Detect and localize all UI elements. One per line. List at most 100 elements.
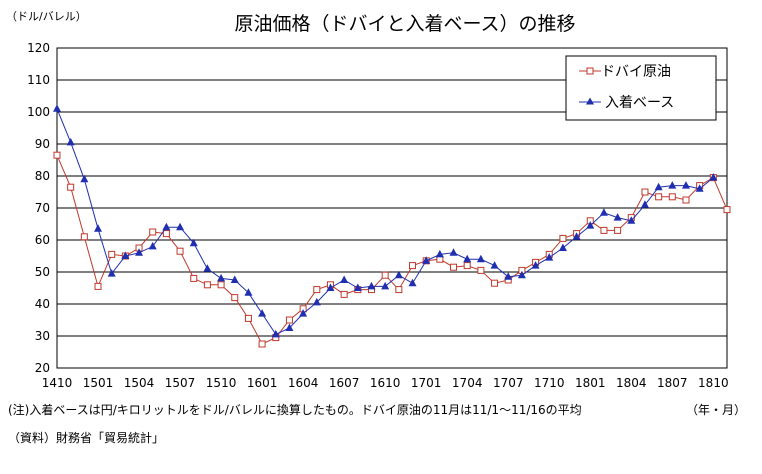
series-line-0 (56, 155, 728, 345)
data-point (121, 251, 130, 259)
chart-title: 原油価格（ドバイと入着ベース）の推移 (234, 13, 575, 35)
x-tick-label: 1610 (370, 376, 401, 390)
data-point (66, 137, 75, 146)
data-point (394, 270, 403, 279)
data-point (80, 233, 88, 241)
data-point (545, 253, 554, 261)
data-point (162, 230, 170, 238)
y-tick-label: 80 (35, 169, 50, 183)
x-tick-label: 1704 (452, 376, 483, 390)
data-point (162, 222, 171, 231)
y-tick-label: 100 (27, 105, 50, 119)
data-point (203, 281, 211, 289)
data-point (326, 283, 335, 291)
data-point (203, 264, 212, 272)
x-tick-label: 1707 (493, 376, 524, 390)
data-point (271, 329, 280, 338)
data-point (285, 323, 294, 331)
y-tick-label: 70 (35, 201, 50, 215)
x-tick-label: 1804 (616, 376, 647, 390)
x-tick-label: 1701 (411, 376, 442, 390)
data-point (148, 241, 157, 250)
x-tick-label: 1801 (575, 376, 606, 390)
x-tick-label: 1410 (42, 376, 73, 390)
data-point (107, 269, 116, 277)
data-point (476, 254, 485, 263)
data-point (695, 184, 704, 192)
data-point (640, 200, 649, 208)
x-axis-unit: （年・月） (686, 403, 747, 417)
data-point (149, 228, 157, 236)
y-tick-label: 110 (27, 73, 50, 87)
data-point (94, 224, 103, 232)
x-tick-label: 1604 (288, 376, 319, 390)
data-point (517, 270, 526, 279)
data-point (340, 290, 348, 298)
data-point (53, 151, 61, 159)
data-point (353, 283, 362, 291)
series-line-1 (56, 108, 714, 336)
legend-box (565, 55, 717, 121)
y-tick-label: 30 (35, 329, 50, 343)
x-tick-label: 1607 (329, 376, 360, 390)
data-point (681, 181, 690, 189)
data-point (176, 222, 185, 231)
x-tick-label: 1807 (657, 376, 688, 390)
data-point (614, 226, 622, 234)
data-point (409, 262, 417, 270)
y-axis-unit: （ドル/バレル） (6, 10, 87, 23)
data-point (613, 213, 622, 221)
data-point (231, 294, 239, 302)
data-point (258, 309, 267, 317)
data-point (682, 196, 690, 204)
data-point (381, 281, 390, 290)
data-point (655, 193, 663, 201)
data-point (463, 262, 471, 270)
data-point (217, 273, 226, 282)
data-point (80, 174, 89, 183)
data-point (312, 297, 321, 306)
legend-label-dubai: ドバイ原油 (601, 64, 671, 80)
series-layer (53, 104, 731, 348)
x-tick-label: 1504 (124, 376, 155, 390)
data-point (490, 261, 499, 269)
data-point (641, 188, 649, 196)
data-point (340, 275, 349, 283)
data-point (600, 226, 608, 234)
legend-label-arrival: 入着ベース (605, 95, 674, 111)
y-tick-label: 120 (27, 41, 50, 55)
data-point (586, 221, 595, 229)
data-point (504, 272, 513, 280)
data-point (244, 314, 252, 322)
source-note: （資料）財務省「貿易統計」 (8, 431, 165, 445)
data-point (627, 216, 636, 224)
x-tick-label: 1710 (534, 376, 565, 390)
data-point (408, 278, 417, 287)
data-point (723, 206, 731, 214)
data-point (176, 247, 184, 255)
data-point (477, 266, 485, 274)
data-point (422, 256, 431, 264)
data-point (709, 173, 718, 181)
data-point (450, 263, 458, 271)
data-point (230, 275, 239, 283)
data-point (94, 282, 102, 290)
data-point (367, 281, 376, 290)
data-point (491, 279, 499, 287)
data-point (190, 274, 198, 282)
data-point (285, 316, 293, 324)
y-tick-label: 60 (35, 233, 50, 247)
legend-marker-arrival (586, 97, 594, 105)
data-point (313, 286, 321, 294)
y-tick-label: 90 (35, 137, 50, 151)
x-tick-label: 1510 (206, 376, 237, 390)
legend: ドバイ原油 入着ベース (565, 55, 717, 121)
footnote: (注)入着ベースは円/キロリットルをドル/バレルに換算したもの。ドバイ原油の11… (8, 403, 582, 417)
data-point (654, 182, 663, 191)
y-tick-label: 20 (35, 361, 50, 375)
data-point (435, 249, 444, 258)
data-point (53, 104, 61, 112)
data-point (559, 234, 567, 242)
data-point (108, 250, 116, 258)
